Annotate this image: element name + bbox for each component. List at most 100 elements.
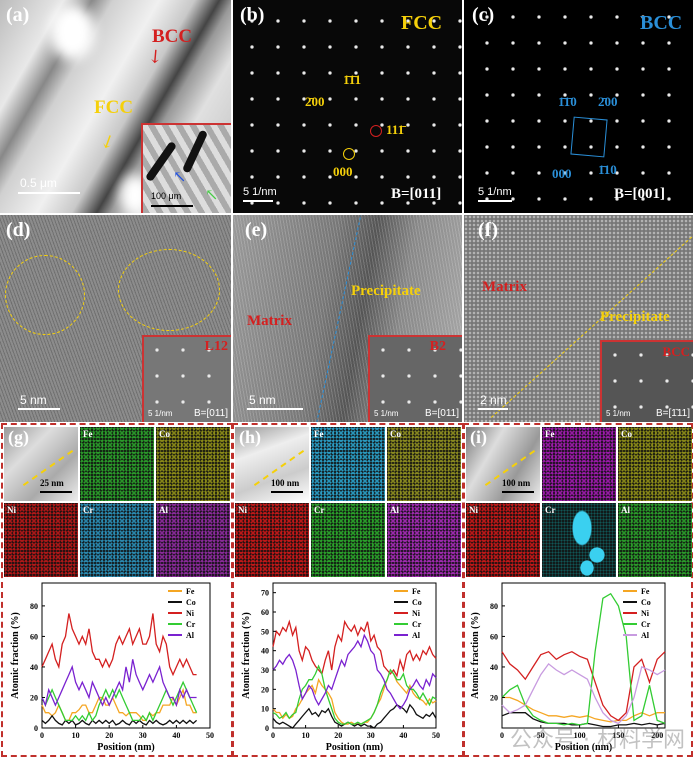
fcc-label: FCC: [94, 97, 134, 118]
inset-scale-bar: [151, 205, 193, 207]
x-tick-label: 100: [574, 731, 586, 740]
inset-scale-label: 5 1/nm: [374, 409, 399, 418]
x-tick-label: 10: [302, 731, 310, 740]
panel-i-frame: [463, 423, 693, 757]
panel-b-diffraction: (b) FCC 1̄1̄1 2̄00 111̄ 000 5 1/nm B=[01…: [233, 0, 462, 213]
phase-label: FCC: [401, 12, 443, 34]
y-tick-label: 60: [490, 632, 498, 641]
eds-map-al: Al: [156, 503, 230, 577]
scale-bar: [478, 200, 512, 202]
series-line-fe: [502, 696, 665, 723]
series-line-al: [272, 633, 437, 710]
eds-map-co: Co: [156, 427, 230, 501]
panel-e-hrtem: (e) Precipitate Matrix 5 nm B2 5 1/nm B=…: [233, 215, 462, 422]
eds-map-ni: Ni: [4, 503, 78, 577]
legend-label: Cr: [641, 620, 651, 629]
y-tick-label: 40: [261, 647, 269, 656]
precipitate-label: Precipitate: [600, 309, 670, 325]
legend-label: Ni: [641, 609, 650, 618]
x-tick-label: 40: [399, 731, 407, 740]
legend-label: Co: [186, 598, 196, 607]
y-axis-label: Atomic fraction (%): [470, 612, 481, 699]
eds-map-fe: Fe: [542, 427, 616, 501]
x-tick-label: 30: [367, 731, 375, 740]
eds-map-cr: Cr: [542, 503, 616, 577]
element-label: Fe: [83, 429, 93, 439]
y-tick-label: 80: [490, 602, 498, 611]
spot-index: 1̄1̄1: [343, 72, 362, 87]
inset-phase-label: L12: [204, 339, 228, 354]
y-tick-label: 20: [30, 693, 38, 702]
panel-f-hrtem: (f) Matrix Precipitate 2 nm BCC 5 1/nm B…: [464, 215, 693, 422]
fft-inset: L12 5 1/nm B=[011]: [142, 335, 231, 422]
scale-bar: [502, 491, 534, 493]
element-label: Co: [621, 429, 632, 439]
x-tick-label: 10: [72, 731, 80, 740]
panel-d-hrtem: (d) 5 nm L12 5 1/nm B=[011]: [0, 215, 231, 422]
y-tick-label: 80: [30, 602, 38, 611]
legend-label: Cr: [186, 620, 196, 629]
legend-label: Co: [412, 598, 422, 607]
inset-scale-label: 5 1/nm: [148, 409, 173, 418]
fft-inset: B2 5 1/nm B=[011]: [368, 335, 462, 422]
eds-map-cr: Cr: [311, 503, 385, 577]
series-line-ni: [41, 613, 197, 677]
eds-map-cr: Cr: [80, 503, 154, 577]
inset-scale-label: 5 1/nm: [606, 409, 631, 418]
eds-map-co: Co: [387, 427, 461, 501]
element-label: Cr: [545, 505, 556, 515]
panel-label: (a): [6, 4, 30, 26]
fft-inset: BCC 5 1/nm B=[1̄11]: [600, 340, 693, 422]
eds-map-fe: Fe: [311, 427, 385, 501]
y-tick-label: 70: [261, 589, 269, 598]
legend-label: Al: [412, 631, 421, 640]
eds-map-ni: Ni: [235, 503, 309, 577]
green-arrow-icon: ↖: [205, 185, 219, 204]
matrix-label: Matrix: [247, 313, 292, 329]
x-tick-label: 150: [612, 731, 624, 740]
y-tick-label: 0: [34, 724, 38, 733]
beam-direction: B=[011]: [391, 186, 442, 202]
element-label: Co: [159, 429, 170, 439]
scale-bar: [18, 408, 60, 410]
panel-label: (c): [472, 4, 495, 26]
x-tick-label: 0: [271, 731, 275, 740]
element-label: Ni: [7, 505, 16, 515]
watermark: 公众号 · 材料学网: [510, 728, 685, 753]
x-tick-label: 0: [40, 731, 44, 740]
y-tick-label: 40: [30, 663, 38, 672]
x-axis-label: Position (nm): [326, 742, 384, 753]
element-label: Fe: [314, 429, 324, 439]
legend-label: Fe: [186, 587, 195, 596]
spot-index: 2̄00: [598, 94, 618, 109]
scale-bar: [18, 192, 80, 194]
spot-index: 000: [552, 166, 572, 181]
spot-index: 2̄00: [305, 94, 325, 109]
panel-label: (i): [470, 427, 487, 447]
series-line-ni: [501, 650, 666, 722]
element-label: Ni: [469, 505, 478, 515]
legend-label: Al: [186, 631, 195, 640]
scale-bar-label: 5 1/nm: [243, 186, 277, 198]
precipitate-outline: [118, 249, 220, 331]
scale-bar: [40, 491, 72, 493]
y-axis-label: Atomic fraction (%): [10, 612, 21, 699]
legend-label: Fe: [641, 587, 650, 596]
scale-bar-label: 25 nm: [40, 478, 64, 488]
x-tick-label: 200: [651, 731, 663, 740]
scale-bar: [247, 408, 303, 410]
scale-bar-label: 5 nm: [249, 393, 276, 407]
x-tick-label: 30: [139, 731, 147, 740]
x-axis-label: Position (nm): [97, 742, 155, 753]
spot-circle: [370, 125, 382, 137]
series-line-cr: [501, 592, 666, 726]
legend-label: Al: [641, 631, 650, 640]
legend-label: Ni: [186, 609, 195, 618]
matrix-label: Matrix: [482, 279, 527, 295]
panel-a-tem-image: (a) BCC ↙ FCC ↓ 0.5 μm ↖ ↖ 100 μm: [0, 0, 231, 213]
precipitate-outline: [5, 255, 85, 335]
beam-direction: B=[001]: [614, 186, 666, 202]
